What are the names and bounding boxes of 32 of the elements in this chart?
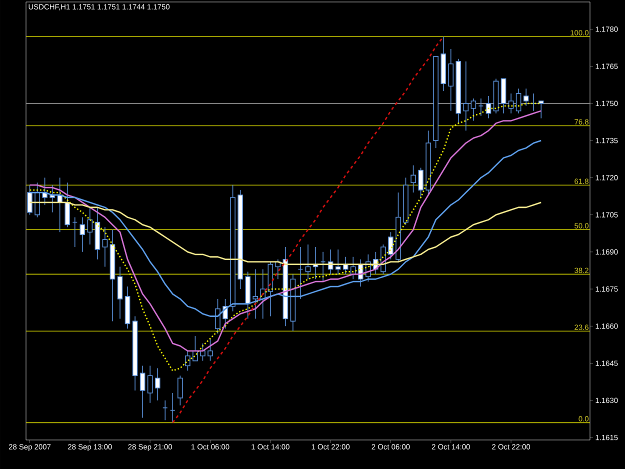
candlestick bbox=[508, 93, 514, 114]
candlestick bbox=[80, 216, 86, 252]
candlestick bbox=[410, 164, 416, 193]
candlestick bbox=[208, 338, 213, 362]
candlestick bbox=[140, 365, 146, 418]
candlestick bbox=[305, 244, 311, 280]
candlestick bbox=[154, 368, 160, 401]
candlestick bbox=[252, 268, 258, 320]
candlestick bbox=[470, 98, 476, 122]
candlestick bbox=[523, 88, 529, 106]
candlestick bbox=[215, 298, 220, 334]
candlestick bbox=[87, 206, 93, 245]
candlestick bbox=[185, 350, 190, 372]
candlestick bbox=[320, 252, 326, 282]
candlestick bbox=[538, 100, 544, 119]
candlestick bbox=[516, 88, 522, 114]
candlestick bbox=[478, 98, 484, 116]
candlestick bbox=[418, 167, 424, 198]
candlestick bbox=[298, 246, 304, 300]
candlestick bbox=[117, 266, 123, 320]
candlestick bbox=[388, 232, 394, 260]
candlestick bbox=[178, 375, 183, 406]
candlestick bbox=[102, 226, 108, 268]
candlestick bbox=[34, 182, 40, 218]
candlestick bbox=[170, 392, 176, 424]
candlestick bbox=[448, 48, 454, 112]
candlestick bbox=[72, 216, 78, 248]
candlestick bbox=[64, 182, 70, 228]
candlestick bbox=[147, 365, 153, 404]
candlestick bbox=[463, 60, 469, 132]
candlestick bbox=[335, 249, 341, 275]
candlestick bbox=[162, 400, 168, 421]
